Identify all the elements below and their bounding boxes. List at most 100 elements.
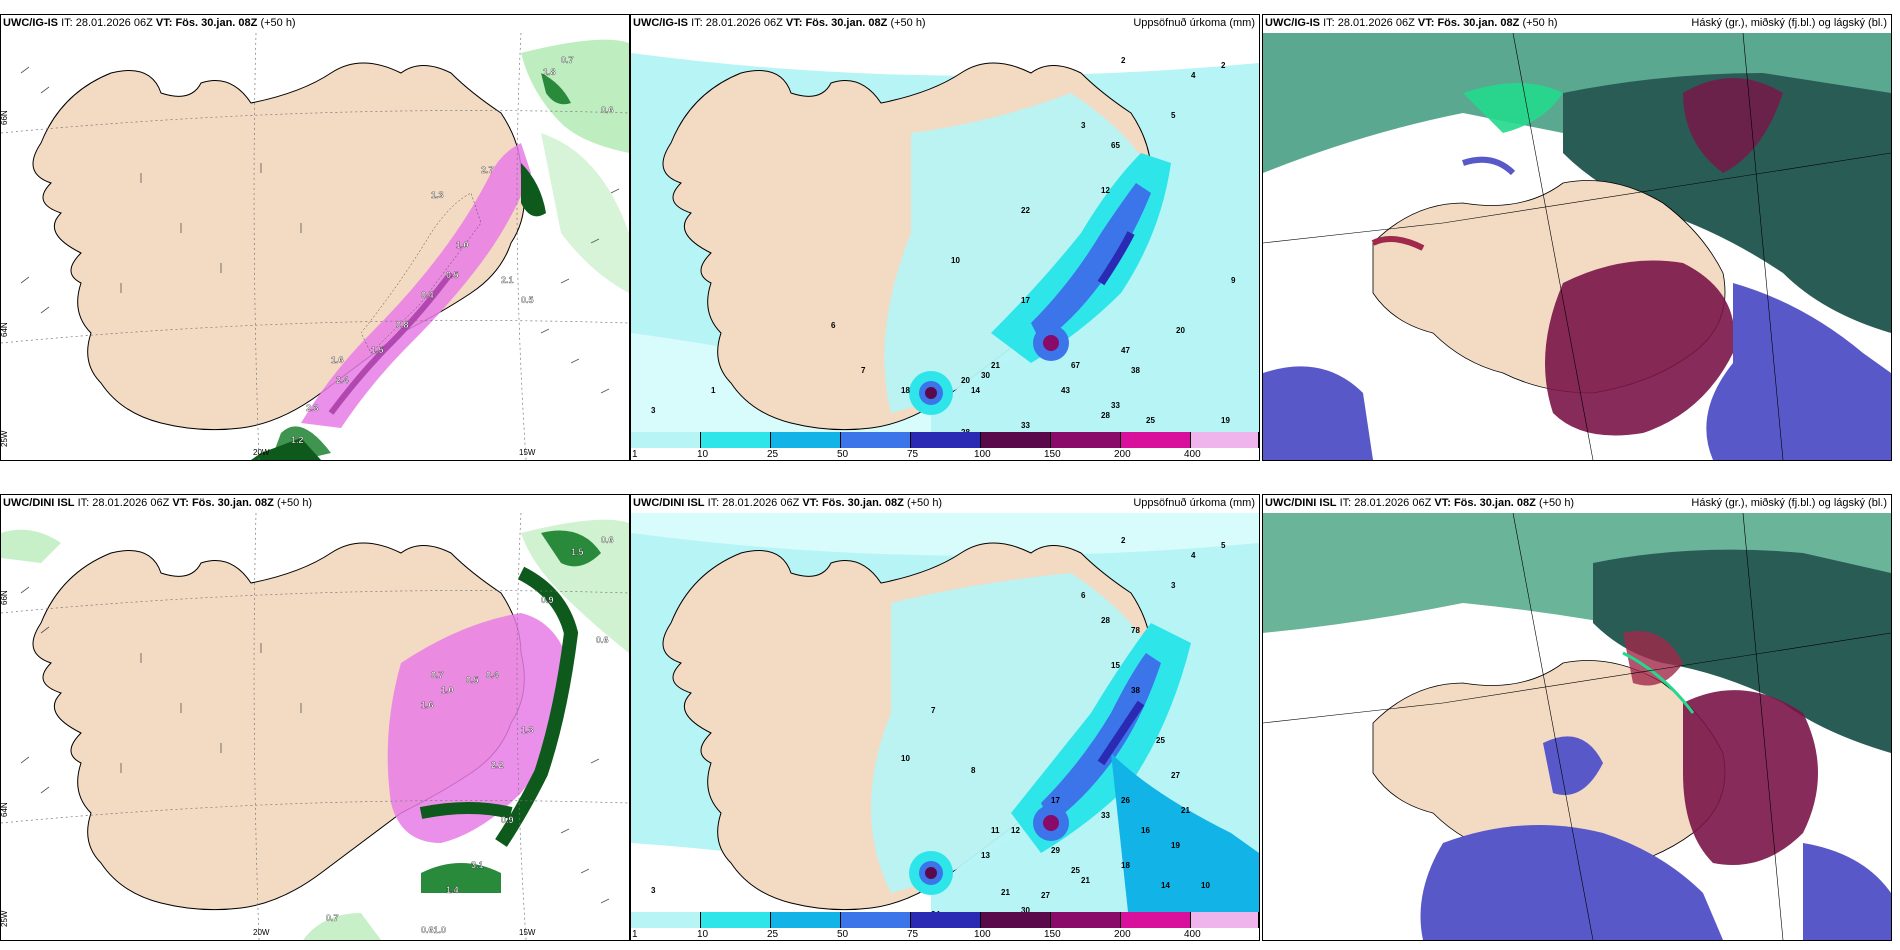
panel-title: UWC/IG-IS IT: 28.01.2026 06Z VT: Fös. 30… xyxy=(3,17,296,29)
svg-text:1.3: 1.3 xyxy=(521,725,534,735)
cloud-title: Háský (gr.), miðský (fj.bl.) og lágský (… xyxy=(1691,497,1887,509)
cloud-panel-bottom: UWC/DINI ISL IT: 28.01.2026 06Z VT: Fös.… xyxy=(1262,494,1892,941)
svg-text:2.7: 2.7 xyxy=(481,165,494,175)
precip-map: 2 4 5 3 2 22 12 65 20 47 38 33 67 43 28 … xyxy=(631,33,1259,460)
legend-swatch xyxy=(911,912,981,928)
svg-text:2.1: 2.1 xyxy=(501,275,514,285)
svg-text:38: 38 xyxy=(1131,686,1140,695)
svg-text:29: 29 xyxy=(1051,846,1060,855)
svg-text:17: 17 xyxy=(1021,296,1030,305)
wind-panel-top: UWC/IG-IS IT: 28.01.2026 06Z VT: Fös. 30… xyxy=(0,14,630,461)
svg-text:12: 12 xyxy=(1101,186,1110,195)
svg-text:1.8: 1.8 xyxy=(543,67,556,77)
svg-text:1.5: 1.5 xyxy=(571,547,584,557)
legend-swatch xyxy=(1121,432,1191,448)
svg-text:66N: 66N xyxy=(1,590,9,605)
svg-text:7: 7 xyxy=(861,366,866,375)
legend-swatch xyxy=(1121,912,1191,928)
svg-text:0.5: 0.5 xyxy=(466,675,479,685)
legend-label: 400 xyxy=(1184,449,1201,460)
svg-text:6: 6 xyxy=(831,321,836,330)
legend-label: 50 xyxy=(837,449,849,460)
legend-swatch xyxy=(981,432,1051,448)
svg-text:20: 20 xyxy=(1176,326,1185,335)
svg-text:30: 30 xyxy=(1021,906,1030,915)
legend-swatch xyxy=(1191,432,1259,448)
svg-text:0.7: 0.7 xyxy=(326,913,339,923)
legend-label: 25 xyxy=(767,449,779,460)
svg-text:3: 3 xyxy=(651,886,656,895)
legend-label: 100 xyxy=(974,449,991,460)
svg-text:15W: 15W xyxy=(519,448,536,457)
svg-text:3: 3 xyxy=(1081,121,1086,130)
svg-text:0.6: 0.6 xyxy=(596,635,609,645)
svg-text:5: 5 xyxy=(1171,111,1176,120)
svg-text:28: 28 xyxy=(1101,411,1110,420)
svg-text:1.6: 1.6 xyxy=(331,355,344,365)
svg-text:2: 2 xyxy=(1221,61,1226,70)
legend-label: 50 xyxy=(837,929,849,940)
svg-text:0.8: 0.8 xyxy=(396,320,409,330)
legend-label: 10 xyxy=(697,449,709,460)
legend-swatch xyxy=(1051,432,1121,448)
svg-text:1.0: 1.0 xyxy=(441,685,454,695)
svg-text:10: 10 xyxy=(951,256,960,265)
legend-swatch xyxy=(841,432,911,448)
svg-text:0.4: 0.4 xyxy=(421,290,434,300)
panel-title: UWC/DINI ISL IT: 28.01.2026 06Z VT: Fös.… xyxy=(633,497,943,509)
svg-text:17: 17 xyxy=(1051,796,1060,805)
svg-text:2.3: 2.3 xyxy=(306,403,319,413)
cloud-map xyxy=(1263,33,1891,460)
svg-text:0.7: 0.7 xyxy=(431,670,444,680)
svg-text:7: 7 xyxy=(931,706,936,715)
svg-text:21: 21 xyxy=(1181,806,1190,815)
svg-text:0.9: 0.9 xyxy=(501,815,514,825)
svg-text:21: 21 xyxy=(1081,876,1090,885)
svg-text:0.61.0: 0.61.0 xyxy=(421,925,446,935)
svg-text:2.2: 2.2 xyxy=(491,760,504,770)
svg-text:1.2: 1.2 xyxy=(291,435,304,445)
svg-text:2.4: 2.4 xyxy=(336,375,349,385)
svg-text:66N: 66N xyxy=(1,110,9,125)
svg-text:25: 25 xyxy=(1146,416,1155,425)
svg-text:10: 10 xyxy=(1201,881,1210,890)
svg-text:15W: 15W xyxy=(519,928,536,937)
svg-text:47: 47 xyxy=(1121,346,1130,355)
legend-label: 1 xyxy=(632,449,638,460)
svg-text:25W: 25W xyxy=(1,910,9,927)
precip-map: 2 4 3 6 5 28 78 15 38 25 27 21 19 16 14 … xyxy=(631,513,1259,940)
svg-text:33: 33 xyxy=(1021,421,1030,430)
legend-label: 150 xyxy=(1044,449,1061,460)
precip-legend: 1 10 25 50 75 100 150 200 400 xyxy=(631,912,1259,940)
svg-text:6: 6 xyxy=(1081,591,1086,600)
panel-title: UWC/DINI ISL IT: 28.01.2026 06Z VT: Fös.… xyxy=(1265,497,1575,509)
svg-text:21: 21 xyxy=(991,361,1000,370)
legend-swatch xyxy=(701,912,771,928)
wind-panel-bottom: UWC/DINI ISL IT: 28.01.2026 06Z VT: Fös.… xyxy=(0,494,630,941)
legend-swatch xyxy=(981,912,1051,928)
legend-label: 200 xyxy=(1114,929,1131,940)
svg-text:0.6: 0.6 xyxy=(601,535,614,545)
panel-title: UWC/DINI ISL IT: 28.01.2026 06Z VT: Fös.… xyxy=(3,497,313,509)
svg-text:13: 13 xyxy=(981,851,990,860)
svg-text:11: 11 xyxy=(991,826,1000,835)
svg-text:43: 43 xyxy=(1061,386,1070,395)
svg-text:3.1: 3.1 xyxy=(471,860,484,870)
svg-text:15: 15 xyxy=(1111,661,1120,670)
svg-text:20W: 20W xyxy=(253,448,270,457)
svg-text:20: 20 xyxy=(961,376,970,385)
legend-swatch xyxy=(911,432,981,448)
svg-text:14: 14 xyxy=(1161,881,1170,890)
svg-text:78: 78 xyxy=(1131,626,1140,635)
svg-text:9: 9 xyxy=(1231,276,1236,285)
legend-label: 10 xyxy=(697,929,709,940)
precip-panel-bottom: UWC/DINI ISL IT: 28.01.2026 06Z VT: Fös.… xyxy=(630,494,1260,941)
legend-swatch xyxy=(771,432,841,448)
svg-text:8: 8 xyxy=(971,766,976,775)
legend-swatch xyxy=(1191,912,1259,928)
legend-label: 25 xyxy=(767,929,779,940)
svg-text:20W: 20W xyxy=(253,928,270,937)
panel-title: UWC/IG-IS IT: 28.01.2026 06Z VT: Fös. 30… xyxy=(633,17,926,29)
svg-text:25W: 25W xyxy=(1,430,9,447)
svg-text:65: 65 xyxy=(1111,141,1120,150)
